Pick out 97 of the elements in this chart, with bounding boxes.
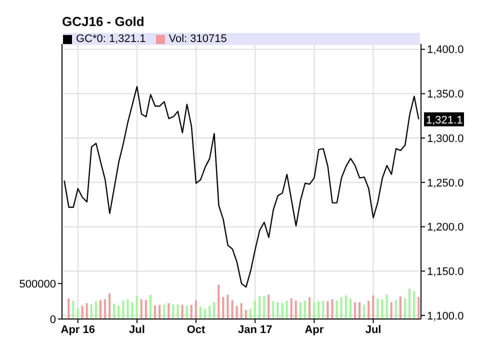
bar bbox=[413, 291, 416, 319]
x-tick-label: Apr 16 bbox=[60, 324, 96, 336]
bar bbox=[199, 306, 202, 319]
bar bbox=[154, 305, 156, 319]
bar bbox=[349, 298, 352, 319]
bar bbox=[144, 300, 147, 319]
bar bbox=[222, 297, 224, 319]
x-tick-label: Jan 17 bbox=[238, 324, 272, 336]
legend-label: GC*0: 1,321.1 bbox=[76, 33, 146, 45]
bar bbox=[331, 299, 334, 319]
bar bbox=[394, 300, 397, 319]
bar bbox=[404, 298, 406, 319]
bar bbox=[358, 302, 361, 319]
bar bbox=[118, 306, 120, 319]
bar bbox=[213, 302, 216, 319]
bar bbox=[244, 310, 247, 319]
bar bbox=[126, 299, 129, 319]
bar bbox=[326, 301, 329, 319]
bar bbox=[299, 302, 302, 319]
bar bbox=[94, 301, 97, 319]
bar bbox=[163, 304, 166, 319]
bar bbox=[158, 304, 161, 319]
bar bbox=[168, 303, 170, 319]
bar bbox=[308, 297, 311, 319]
y2-tick-label: 1,350.0 bbox=[427, 88, 464, 101]
bar bbox=[181, 304, 184, 319]
bar bbox=[372, 295, 374, 319]
bar bbox=[286, 300, 288, 319]
bar bbox=[204, 308, 206, 319]
x-tick-label: Jul bbox=[129, 324, 145, 336]
bar bbox=[318, 301, 320, 319]
bar bbox=[208, 306, 211, 319]
legend-label: Vol: 310715 bbox=[168, 33, 227, 45]
bar bbox=[399, 296, 402, 319]
bar bbox=[76, 308, 79, 319]
bar bbox=[290, 298, 292, 319]
x-tick-label: Apr bbox=[304, 324, 324, 336]
bar bbox=[354, 302, 356, 319]
y2-tick-label: 1,300.0 bbox=[427, 132, 464, 145]
bar bbox=[72, 300, 74, 319]
y2-tick-label: 1,100.0 bbox=[427, 310, 464, 322]
bar bbox=[336, 300, 338, 319]
y2-tick-label: 1,400.0 bbox=[427, 44, 464, 56]
bar bbox=[113, 304, 116, 319]
bar bbox=[226, 294, 229, 319]
x-tick-label: Oct bbox=[186, 324, 206, 336]
bar bbox=[172, 304, 174, 319]
bar bbox=[363, 304, 366, 319]
bar bbox=[268, 294, 270, 319]
bar bbox=[194, 300, 197, 319]
bar bbox=[136, 296, 138, 319]
y-tick-label: 0 bbox=[50, 314, 56, 326]
bar bbox=[322, 300, 324, 319]
bar bbox=[368, 300, 370, 319]
bar bbox=[408, 288, 411, 319]
bar bbox=[186, 306, 188, 319]
x-tick-label: Jul bbox=[365, 324, 382, 336]
bar bbox=[344, 295, 347, 319]
bar bbox=[249, 308, 252, 319]
bar bbox=[104, 299, 106, 319]
bar bbox=[376, 298, 379, 319]
bar bbox=[176, 304, 179, 319]
bar bbox=[254, 300, 256, 319]
bar bbox=[281, 303, 284, 319]
bar bbox=[418, 296, 420, 319]
bar bbox=[231, 300, 234, 319]
bar bbox=[131, 302, 134, 319]
bar bbox=[272, 301, 274, 319]
bar bbox=[258, 296, 261, 319]
text: 1,321.1 bbox=[426, 114, 463, 126]
bar bbox=[149, 294, 152, 319]
y-tick-label: 500000 bbox=[19, 278, 56, 290]
bar bbox=[381, 299, 384, 319]
bar bbox=[304, 300, 306, 319]
bar bbox=[386, 294, 388, 319]
bar bbox=[81, 306, 84, 319]
bar bbox=[263, 296, 266, 319]
bar bbox=[340, 297, 342, 319]
bar bbox=[313, 302, 316, 319]
y2-tick-label: 1,200.0 bbox=[427, 222, 464, 234]
bar bbox=[140, 299, 142, 319]
bar bbox=[276, 302, 279, 319]
bar bbox=[108, 294, 111, 319]
bar bbox=[90, 304, 92, 319]
bar bbox=[236, 306, 238, 319]
bar bbox=[122, 300, 124, 319]
chart-title: GCJ16 - Gold bbox=[62, 14, 144, 30]
bar bbox=[390, 302, 392, 319]
bar bbox=[68, 298, 70, 319]
bar bbox=[240, 303, 242, 319]
y2-tick-label: 1,150.0 bbox=[427, 266, 464, 278]
bar bbox=[218, 284, 220, 319]
bar bbox=[190, 304, 192, 319]
bar bbox=[99, 300, 102, 319]
bar bbox=[86, 303, 88, 319]
y2-tick-label: 1,250.0 bbox=[427, 177, 464, 190]
bar bbox=[294, 300, 297, 319]
